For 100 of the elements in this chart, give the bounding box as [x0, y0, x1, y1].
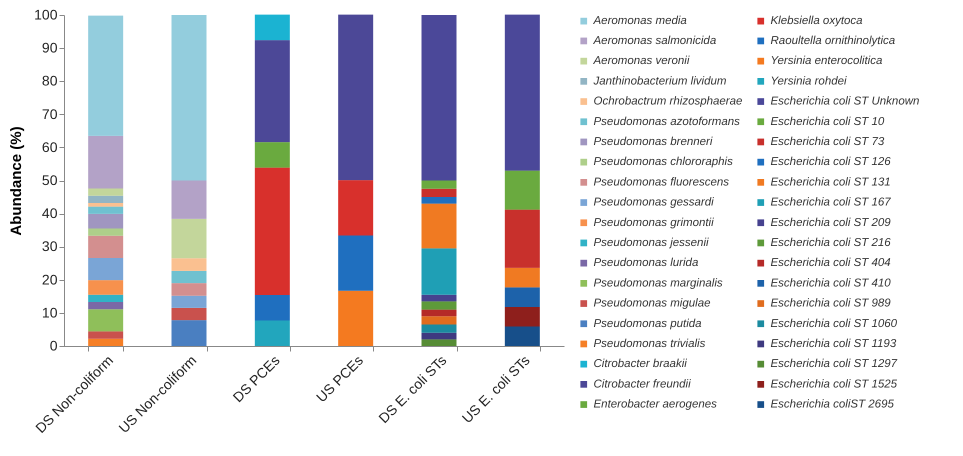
y-tick-label: 0 — [50, 338, 58, 354]
y-tick-label: 40 — [42, 205, 58, 222]
bar — [88, 280, 124, 295]
legend-label: Escherichia coli ST 167 — [770, 196, 892, 209]
bar — [88, 196, 124, 204]
bar — [422, 324, 456, 333]
bar — [88, 309, 124, 332]
bar — [88, 16, 124, 136]
bar — [88, 188, 124, 196]
legend-label: Pseudomonas putida — [594, 318, 702, 330]
y-tick-label: 60 — [42, 138, 58, 155]
y-tick-label: 80 — [42, 72, 58, 89]
bar — [88, 136, 124, 188]
legend-label: Escherichia coli ST 10 — [770, 116, 885, 128]
bar — [254, 14, 290, 40]
bar — [172, 15, 206, 180]
legend-label: Pseudomonas gessardi — [594, 196, 714, 209]
x-tick-label: DS E. coli STs — [375, 352, 450, 426]
legend-label: Escherichia coli ST 1060 — [770, 318, 898, 330]
legend-label: Pseudomonas fluorescens — [594, 176, 730, 188]
bar — [254, 320, 290, 346]
bar — [504, 170, 540, 210]
bar — [504, 326, 540, 346]
bar — [422, 332, 456, 340]
legend-label: Janthinobacterium lividum — [592, 75, 727, 88]
legend-label: Pseudomonas trivialis — [594, 338, 706, 350]
legend-label: Pseudomonas brenneri — [594, 136, 713, 148]
legend-label: Escherichia coli ST 209 — [770, 216, 892, 229]
legend-label: Aeromonas veronii — [592, 55, 690, 68]
bar — [254, 40, 290, 142]
y-tick-label: 20 — [42, 271, 58, 288]
bar — [422, 339, 456, 346]
bar — [422, 248, 456, 295]
legend-label: Escherichia coli ST 989 — [770, 298, 892, 310]
bar — [504, 268, 540, 288]
legend-label: Yersinia rohdei — [770, 75, 848, 88]
bar — [172, 296, 206, 308]
legend-label: Ochrobactrum rhizosphaerae — [594, 96, 742, 108]
bar — [422, 316, 456, 324]
bar — [338, 235, 374, 291]
bar — [254, 168, 290, 296]
y-tick-label: 10 — [42, 304, 58, 320]
bar — [422, 197, 456, 204]
legend-label: Escherichia coli ST 73 — [770, 136, 885, 148]
bar — [88, 302, 124, 310]
legend-label: Pseudomonas migulae — [594, 298, 710, 310]
bar — [422, 294, 456, 302]
y-tick-label: 90 — [42, 40, 58, 56]
bar — [254, 142, 290, 168]
bar — [504, 306, 540, 326]
legend-label: Escherichia coli ST 1193 — [770, 338, 897, 350]
bar — [504, 210, 540, 268]
legend-label: Escherichia coli ST 1525 — [770, 378, 898, 390]
bar — [422, 310, 456, 316]
legend-label: Escherichia coli ST Unknown — [770, 96, 920, 108]
bar — [88, 236, 124, 258]
bar — [88, 214, 124, 228]
bar — [172, 258, 206, 271]
y-tick-label: 50 — [42, 172, 58, 188]
bar — [338, 290, 374, 346]
legend-label: Escherichia coli ST 1297 — [770, 358, 898, 370]
legend-label: Escherichia coliST 2695 — [770, 398, 894, 411]
y-tick-label: 100 — [34, 6, 58, 22]
legend-label: Klebsiella oxytoca — [770, 15, 863, 28]
legend-label: Pseudomonas jessenii — [594, 236, 710, 249]
bar — [422, 188, 456, 198]
legend-label: Escherichia coli ST 404 — [770, 257, 891, 270]
bar — [422, 204, 456, 248]
y-tick-label: 30 — [42, 238, 58, 254]
bar — [254, 295, 290, 321]
bar — [172, 308, 206, 320]
bar — [88, 258, 124, 280]
legend-label: Enterobacter aerogenes — [594, 398, 718, 411]
legend-label: Pseudomonas lurida — [594, 257, 698, 270]
x-tick-label: US E. coli STs — [458, 352, 533, 426]
bar — [338, 14, 374, 180]
bar — [88, 331, 124, 339]
bar — [338, 180, 374, 236]
legend-label: Pseudomonas marginalis — [594, 277, 723, 290]
legend-label: Escherichia coli ST 216 — [770, 236, 892, 249]
bar — [88, 338, 124, 346]
bar — [172, 270, 206, 284]
bar — [172, 218, 206, 258]
legend-label: Aeromonas media — [592, 15, 687, 28]
bar — [422, 180, 456, 189]
bar — [504, 14, 540, 171]
legend-label: Raoultella ornithinolytica — [770, 34, 896, 47]
legend-label: Citrobacter freundii — [594, 378, 692, 390]
legend-label: Escherichia coli ST 126 — [770, 156, 892, 168]
bar — [88, 203, 124, 207]
legend-label: Escherichia coli ST 131 — [770, 176, 891, 188]
y-axis-title: Abundance (%) — [8, 126, 26, 236]
bar — [88, 228, 124, 236]
bar — [172, 283, 206, 296]
legend-label: Pseudomonas chlororaphis — [594, 156, 734, 168]
bar — [88, 294, 124, 302]
bar — [88, 206, 124, 214]
legend-label: Escherichia coli ST 410 — [770, 277, 892, 290]
bar — [172, 320, 206, 346]
legend-label: Yersinia enterocolitica — [770, 55, 882, 68]
